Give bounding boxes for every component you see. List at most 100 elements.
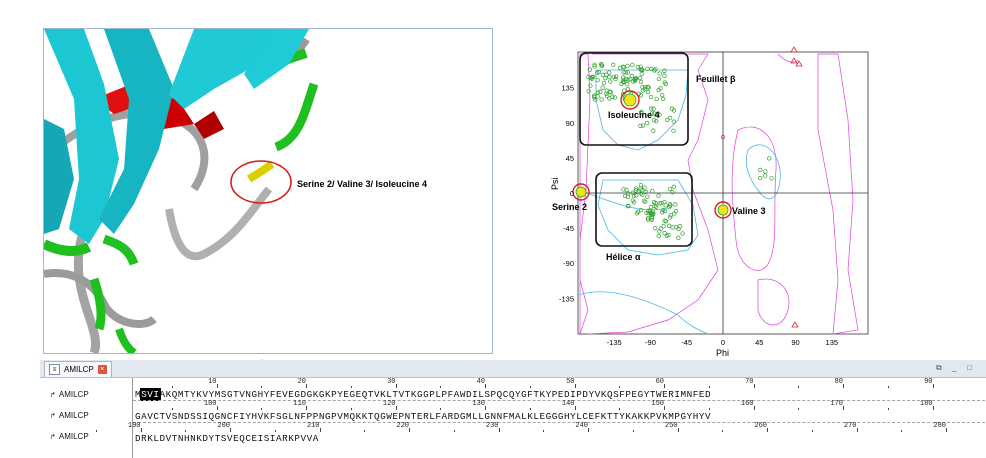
residue-point	[680, 231, 685, 236]
residue-point	[633, 188, 638, 193]
residue-point	[763, 169, 768, 174]
residue-point	[607, 96, 612, 101]
ruler-number: 280	[933, 422, 946, 430]
residue-point	[636, 189, 641, 194]
ramachandran-plot: Feuillet β Hélice α Isoleucine 4 Serine …	[548, 40, 878, 360]
minimize-icon[interactable]: _	[952, 363, 957, 372]
residue-point	[604, 88, 609, 93]
sequence-row-1[interactable]: MSVIAKQMTYKVYMSGTVNGHYFEVEGDGKGKPYEGEQTV…	[135, 388, 712, 401]
residue-point	[639, 110, 644, 116]
ruler-tick	[274, 430, 276, 432]
residue-point	[600, 72, 606, 78]
residue-point	[654, 96, 659, 102]
residue-point	[588, 75, 593, 81]
tab-amilcp[interactable]: ≡ AMILCP ×	[44, 361, 112, 377]
residue-point	[643, 189, 648, 195]
y-tick-label: -90	[563, 259, 574, 268]
residue-point	[676, 235, 681, 240]
residue-point	[651, 128, 656, 133]
residue-point	[657, 201, 662, 206]
residue-point	[638, 79, 644, 85]
residue-point	[667, 205, 672, 210]
ruler-tick	[708, 386, 710, 388]
residue-point	[662, 68, 667, 73]
residue-point	[654, 119, 659, 124]
residue-point	[640, 123, 646, 128]
residue-point	[620, 79, 626, 84]
residue-point	[671, 128, 676, 133]
beta-sheet-label: Feuillet β	[696, 74, 736, 84]
y-tick-label: 90	[566, 119, 574, 128]
ruler-tick	[856, 428, 858, 432]
residue-point	[645, 84, 650, 90]
residue-point	[595, 94, 600, 99]
ruler-tick	[395, 384, 397, 388]
residue-point	[651, 118, 657, 123]
residue-point	[613, 74, 619, 79]
position-ruler-3: 190 200 210 220 230 240 250 260 270 280	[95, 422, 986, 432]
sequence-name-1[interactable]: ↱ AMILCP	[50, 390, 89, 399]
residue-point	[662, 218, 667, 223]
ruler-tick	[753, 406, 755, 410]
residue-point	[648, 205, 654, 210]
x-tick-label: -90	[645, 338, 656, 347]
residue-point	[638, 123, 643, 128]
residue-point	[673, 202, 678, 207]
residue-point	[592, 62, 597, 67]
sequence-area[interactable]: 10 20 30 40 50 60 70 80 90 MSVIAKQMTYKVYMSGTVNGH…	[95, 378, 986, 458]
residue-point	[762, 173, 768, 178]
residue-point	[671, 184, 676, 189]
sequence-names-panel: ↱ AMILCP ↱ AMILCP ↱ AMILCP	[40, 378, 132, 458]
isoleucine-marker	[620, 90, 640, 110]
residue-point	[628, 77, 633, 82]
ruler-tick	[306, 406, 307, 410]
ruler-tick	[664, 384, 665, 388]
ruler-tick	[722, 430, 724, 432]
residue-point	[648, 94, 654, 100]
residue-point	[645, 90, 651, 95]
residue-point	[621, 70, 626, 75]
residue-point	[659, 92, 665, 98]
ruler-tick	[185, 430, 187, 432]
residue-point	[649, 211, 655, 216]
ruler-number: 140	[561, 400, 575, 408]
ruler-tick	[932, 384, 934, 388]
restore-icon[interactable]: ⧉	[936, 363, 942, 372]
residue-point	[660, 210, 665, 215]
valine-marker	[714, 201, 732, 219]
residue-point	[651, 199, 657, 205]
ruler-number: 220	[396, 422, 409, 430]
residue-point	[625, 82, 630, 87]
structure-viewer[interactable]: Serine 2/ Valine 3/ Isoleucine 4	[43, 28, 493, 354]
ruler-tick	[932, 406, 934, 410]
ruler-tick	[632, 430, 634, 432]
ruler-tick	[588, 428, 589, 432]
x-tick-label: 45	[755, 338, 763, 347]
ruler-number: 70	[745, 378, 754, 386]
maximize-icon[interactable]: □	[967, 363, 972, 372]
residue-point	[656, 193, 661, 198]
residue-point	[664, 233, 670, 239]
sequence-file-icon: ≡	[49, 364, 60, 375]
residue-point	[669, 106, 675, 111]
residue-point	[599, 61, 604, 67]
sequence-row-3[interactable]: DRKLDVTNHNKDYTSVEQCEISIARKPVVA	[135, 433, 319, 444]
residue-point	[662, 73, 667, 78]
residue-point	[635, 64, 641, 70]
y-tick-label: 0	[570, 189, 574, 198]
residue-point	[634, 193, 639, 198]
ruler-tick	[708, 408, 710, 410]
ruler-tick	[946, 428, 947, 432]
ruler-tick	[843, 384, 844, 388]
panel-splitter[interactable]	[0, 352, 986, 364]
residue-point	[626, 77, 631, 83]
selected-residues: SVI	[140, 388, 161, 401]
sequence-marker-icon: ↱	[50, 391, 56, 399]
ruler-number: 240	[575, 422, 588, 430]
sequence-name-3[interactable]: ↱ AMILCP	[50, 432, 89, 441]
sequence-name-2[interactable]: ↱ AMILCP	[50, 411, 89, 420]
residue-point	[649, 106, 654, 111]
sequence-row-2[interactable]: GAVCTVSNDSSIQGNCFIYHVKFSGLNFPPNGPVMQKKTQ…	[135, 411, 712, 422]
close-tab-icon[interactable]: ×	[97, 365, 107, 374]
residue-point	[623, 70, 628, 75]
